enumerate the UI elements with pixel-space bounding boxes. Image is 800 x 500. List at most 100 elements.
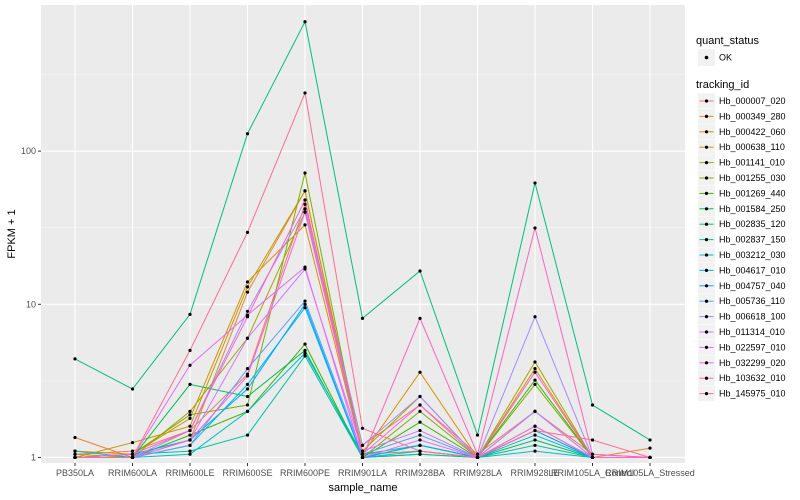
legend-point-icon: [704, 145, 709, 149]
data-point: [533, 409, 537, 413]
data-point: [533, 315, 537, 319]
legend-point-icon: [704, 161, 709, 165]
data-point: [303, 306, 307, 310]
legend-point-icon: [704, 330, 709, 334]
data-point: [130, 455, 135, 460]
data-point: [533, 181, 537, 185]
data-point: [533, 449, 537, 453]
data-point: [188, 428, 192, 433]
data-point: [245, 374, 250, 378]
data-point: [303, 198, 307, 202]
legend-point-icon: [704, 284, 709, 288]
data-point: [360, 449, 365, 453]
data-point: [188, 363, 192, 367]
data-point: [418, 438, 422, 442]
data-point: [188, 413, 192, 417]
data-point: [303, 207, 307, 211]
legend-point-icon: [704, 222, 709, 226]
data-point: [360, 316, 365, 320]
legend-item-label: Hb_004757_040: [719, 281, 786, 291]
data-point: [188, 438, 192, 442]
legend-item-label: Hb_004617_010: [719, 265, 786, 275]
data-point: [130, 452, 135, 456]
data-point: [418, 420, 422, 424]
data-point: [245, 409, 250, 413]
data-point: [73, 455, 77, 460]
legend-point-icon: [704, 253, 709, 257]
data-point: [533, 428, 537, 433]
data-point: [475, 452, 480, 456]
data-point: [73, 357, 77, 361]
data-point: [303, 354, 307, 358]
data-point: [303, 210, 307, 214]
data-point: [533, 226, 537, 230]
data-point: [130, 387, 135, 391]
data-point: [188, 382, 192, 386]
data-point: [73, 435, 77, 440]
data-point: [418, 394, 422, 399]
data-point: [245, 290, 250, 294]
data-point: [418, 449, 422, 453]
legend-item-label: OK: [719, 53, 732, 63]
data-point: [533, 443, 537, 447]
data-point: [245, 315, 250, 319]
data-point: [188, 312, 192, 316]
data-point: [130, 441, 135, 445]
data-point: [590, 403, 595, 407]
legend-point-icon: [704, 55, 709, 60]
data-point: [73, 449, 77, 453]
legend-point-icon: [704, 99, 709, 103]
y-axis-title: FPKM + 1: [6, 209, 18, 258]
data-point: [360, 443, 365, 447]
legend-point-icon: [704, 207, 709, 211]
data-point: [245, 280, 250, 284]
data-point: [533, 370, 537, 374]
data-point: [475, 455, 480, 460]
legend-point-icon: [704, 268, 709, 272]
legend-item-label: Hb_001269_440: [719, 188, 786, 198]
data-point: [418, 269, 422, 273]
data-point: [245, 403, 250, 407]
legend-point-icon: [704, 345, 709, 349]
series-points: [73, 20, 652, 460]
data-point: [360, 452, 365, 456]
data-point: [648, 446, 652, 450]
legend-point-icon: [704, 299, 709, 303]
legend-item-label: Hb_011314_010: [719, 327, 785, 337]
data-point: [303, 189, 307, 193]
data-point: [590, 455, 595, 460]
data-point: [303, 91, 307, 95]
data-point: [475, 433, 480, 437]
data-point: [188, 443, 192, 447]
legend-item-label: Hb_002837_150: [719, 235, 786, 245]
data-point: [648, 455, 652, 460]
data-point: [245, 394, 250, 399]
data-point: [245, 309, 250, 313]
x-tick-label: RRIM600PE: [280, 468, 330, 478]
x-tick-label: RRIM928LE: [510, 468, 559, 478]
legend-point-icon: [704, 191, 709, 195]
x-tick-label: RRIM600SE: [222, 468, 272, 478]
data-point: [303, 348, 307, 353]
data-point: [245, 433, 250, 437]
data-point: [533, 378, 537, 382]
legend-point-icon: [704, 315, 709, 319]
data-point: [533, 367, 537, 371]
legend-item-label: Hb_003212_030: [719, 250, 786, 260]
data-point: [73, 452, 77, 456]
y-tick-label: 100: [21, 146, 36, 156]
legend-item-label: Hb_000422_060: [719, 127, 786, 137]
data-point: [533, 438, 537, 442]
data-point: [418, 443, 422, 447]
x-axis: PB350LA RRIM600LA RRIM600LE RRIM600SE RRIM60…: [56, 463, 695, 478]
data-point: [590, 438, 595, 442]
data-point: [303, 299, 307, 303]
data-point: [245, 336, 250, 340]
x-tick-label: RRIM600LE: [165, 468, 214, 478]
legend-shape-title: quant_status: [696, 35, 759, 47]
legend-item-label: Hb_000349_280: [719, 111, 786, 121]
data-point: [533, 382, 537, 386]
legend-color-title: tracking_id: [696, 79, 749, 91]
data-point: [533, 360, 537, 364]
data-point: [418, 403, 422, 407]
